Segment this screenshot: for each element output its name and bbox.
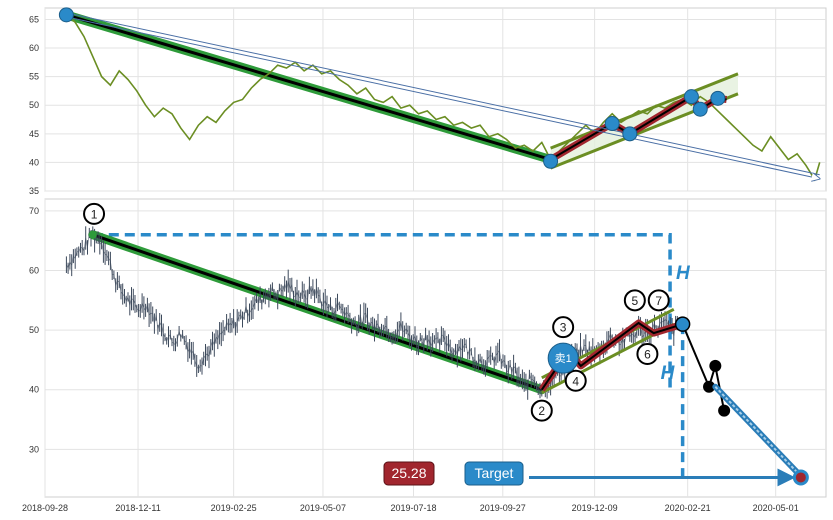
bottom-plot-frame [44,198,827,498]
start-point-dot [88,230,97,239]
x-tick-label: 2019-07-18 [390,503,436,513]
point-label-number: 2 [538,404,545,418]
target-value-text: 25.28 [391,465,426,481]
top-grid [44,8,826,192]
top-pivot-marker [622,126,638,142]
top-pattern-front [58,7,820,179]
point-label-circle [530,399,553,422]
bottom-y-tick-label: 50 [29,325,39,335]
forecast-pivot [703,380,716,393]
height-label: H [676,263,691,284]
point-label-circle [623,289,646,312]
top-projection-arrow [66,16,819,179]
bottom-y-tick-label: 70 [29,206,39,216]
top-panel: 35 40 45 50 55 60 65 [29,7,827,196]
point-label-number: 3 [560,321,567,335]
top-channel-upper [550,72,739,150]
top-pivot-marker [692,101,708,117]
top-pivot-marker [683,89,699,105]
target-label-text: Target [475,465,514,481]
x-tick-label: 2019-05-07 [300,503,346,513]
bottom-panel: 30 40 50 60 70 2018-09-28 2018-12-11 2019-02-2… [22,198,827,513]
point-label-circle [552,316,575,339]
x-tick-label: 2020-02-21 [665,503,711,513]
sell-point-marker [674,316,691,332]
point-label-number: 1 [91,207,98,221]
target-label-badge: Target [464,461,524,486]
top-y-tick-label: 50 [29,100,39,110]
point-label-number: 5 [631,294,638,308]
top-pivot-marker [710,90,726,106]
top-y-tick-labels: 35 40 45 50 55 60 65 [29,14,39,196]
bottom-downtrend-line [92,233,543,392]
top-y-tick-label: 40 [29,157,39,167]
bottom-y-tick-label: 30 [29,444,39,454]
bottom-y-tick-label: 60 [29,266,39,276]
sell-label-text: 卖1 [555,352,572,365]
x-tick-label: 2018-12-11 [115,503,160,513]
target-marker-inner [795,472,806,483]
bottom-y-tick-label: 40 [29,385,39,395]
bottom-y-tick-labels: 30 40 50 60 70 [29,206,39,454]
point-label-circle [636,342,659,365]
top-pivot-marker [604,116,620,132]
bottom-pattern-front: 1 2 3 4 5 6 7 卖1 [83,202,809,487]
sell-label-bubble [547,342,579,374]
top-y-tick-label: 65 [29,14,39,24]
point-label-circle [564,369,587,392]
x-tick-label: 2019-09-27 [480,503,526,513]
top-pivot-marker [543,153,559,169]
point-label-number: 7 [655,294,662,308]
forecast-pivot [709,359,722,372]
top-pivot-marker [58,7,74,23]
x-tick-label: 2018-09-28 [22,503,68,513]
forecast-pivot [718,404,731,417]
top-y-tick-label: 35 [29,186,39,196]
height-measure-dashed [92,233,672,390]
point-label-number: 6 [644,347,651,361]
x-tick-label: 2020-05-01 [753,503,799,513]
top-y-tick-label: 55 [29,72,39,82]
top-y-tick-label: 45 [29,129,39,139]
target-value-badge: 25.28 [383,461,435,486]
x-tick-label: 2019-12-09 [572,503,618,513]
top-downtrend-line [65,13,552,161]
x-tick-label: 2019-02-25 [211,503,257,513]
point-label-number: 4 [572,374,579,388]
height-label-2: H [661,363,676,384]
forecast-arrow-core [714,386,802,477]
point-label-circle [83,202,106,225]
bottom-x-tick-labels: 2018-09-28 2018-12-11 2019-02-25 2019-05-07… [22,503,799,513]
bottom-pattern-back: HH [88,230,691,478]
top-y-tick-label: 60 [29,43,39,53]
top-projection-edge [66,12,820,176]
point-label-circle [647,289,670,312]
